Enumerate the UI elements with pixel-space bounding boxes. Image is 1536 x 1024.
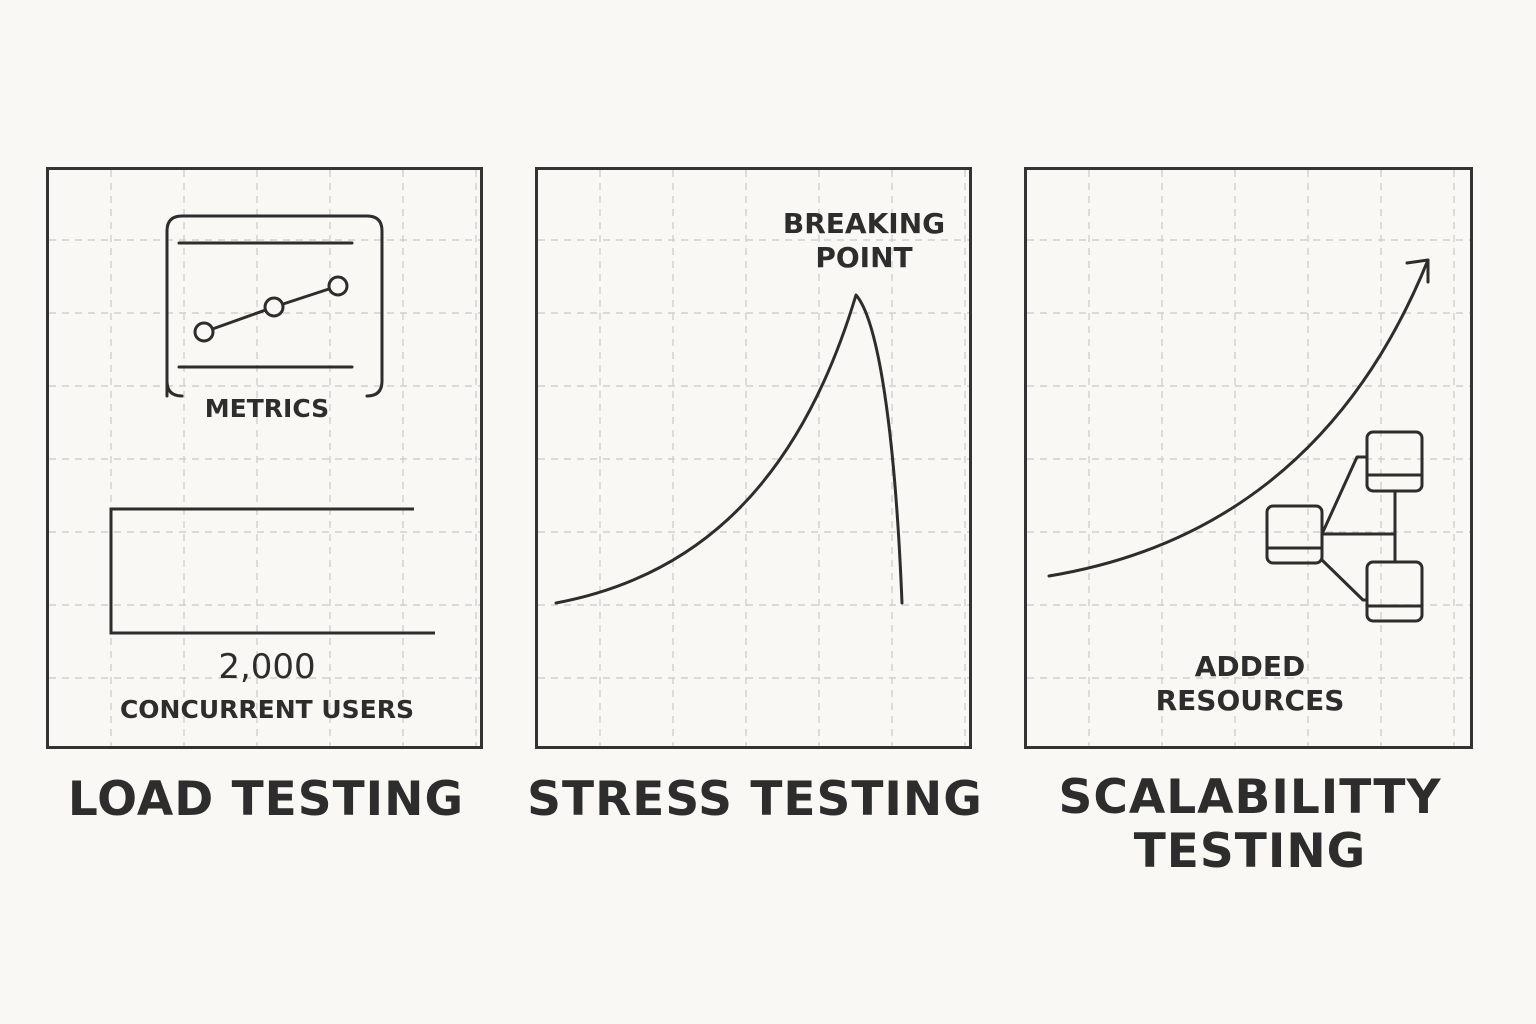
scalability-testing-caption-line1: SCALABILITTY [1058, 770, 1442, 825]
metrics-label: METRICS [204, 394, 330, 423]
load-testing-panel: METRICS 2,000 CONCURRENT USERS [46, 167, 483, 749]
load-testing-caption: LOAD TESTING [67, 772, 465, 827]
added-resources-label-line2: RESOURCES [1155, 684, 1345, 717]
breaking-point-label-line1: BREAKING [782, 207, 946, 240]
server-cluster-icon [1265, 430, 1424, 623]
breaking-point-curve-icon [554, 293, 904, 605]
added-resources-label-line1: ADDED [1194, 650, 1306, 683]
stress-testing-panel: BREAKING POINT [535, 167, 972, 749]
stress-testing-caption: STRESS TESTING [527, 772, 983, 827]
panel-grid [49, 170, 480, 746]
breaking-point-label-line2: POINT [815, 241, 913, 274]
users-label: CONCURRENT USERS [119, 695, 415, 724]
scalability-testing-panel: ADDED RESOURCES [1024, 167, 1473, 749]
users-count: 2,000 [218, 647, 316, 687]
panel-grid [538, 170, 969, 746]
growth-arrow-icon [1047, 258, 1430, 578]
scalability-testing-caption-line2: TESTING [1133, 824, 1367, 879]
user-load-bar-icon [109, 507, 435, 635]
metrics-monitor-icon [165, 214, 384, 398]
